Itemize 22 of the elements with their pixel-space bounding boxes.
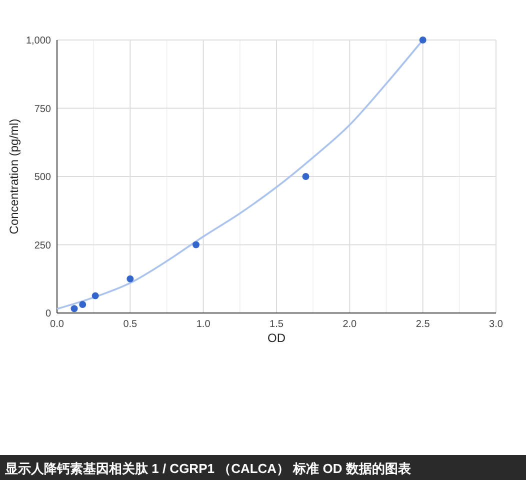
- point: [92, 292, 99, 300]
- y-tick-label: 0: [45, 308, 52, 320]
- point: [192, 241, 200, 248]
- x-axis-title: OD: [268, 331, 286, 345]
- x-tick-label: 2.5: [416, 319, 430, 330]
- y-axis-title: Concentration (pg/ml): [7, 118, 21, 234]
- x-tick-label: 1.0: [196, 319, 211, 330]
- x-tick-label: 1.5: [270, 319, 284, 330]
- x-tick-label: 2.0: [342, 319, 358, 330]
- x-tick-label: 3.0: [489, 319, 504, 330]
- x-tick-label: 0.0: [50, 319, 64, 330]
- point: [70, 305, 78, 312]
- x-tick-label: 0.5: [123, 319, 138, 330]
- text: 显示人降钙素基因相关肽 1 / CGRP1 （CALCA） 标准 OD 数据的图表: [4, 461, 412, 476]
- point: [302, 173, 310, 180]
- point: [79, 301, 86, 308]
- point: [419, 36, 426, 44]
- y-tick-label: 250: [34, 240, 52, 252]
- y-tick-label: 750: [34, 104, 52, 115]
- y-tick-label: 1,000: [26, 36, 52, 46]
- y-tick-label: 500: [34, 172, 52, 183]
- point: [126, 275, 134, 282]
